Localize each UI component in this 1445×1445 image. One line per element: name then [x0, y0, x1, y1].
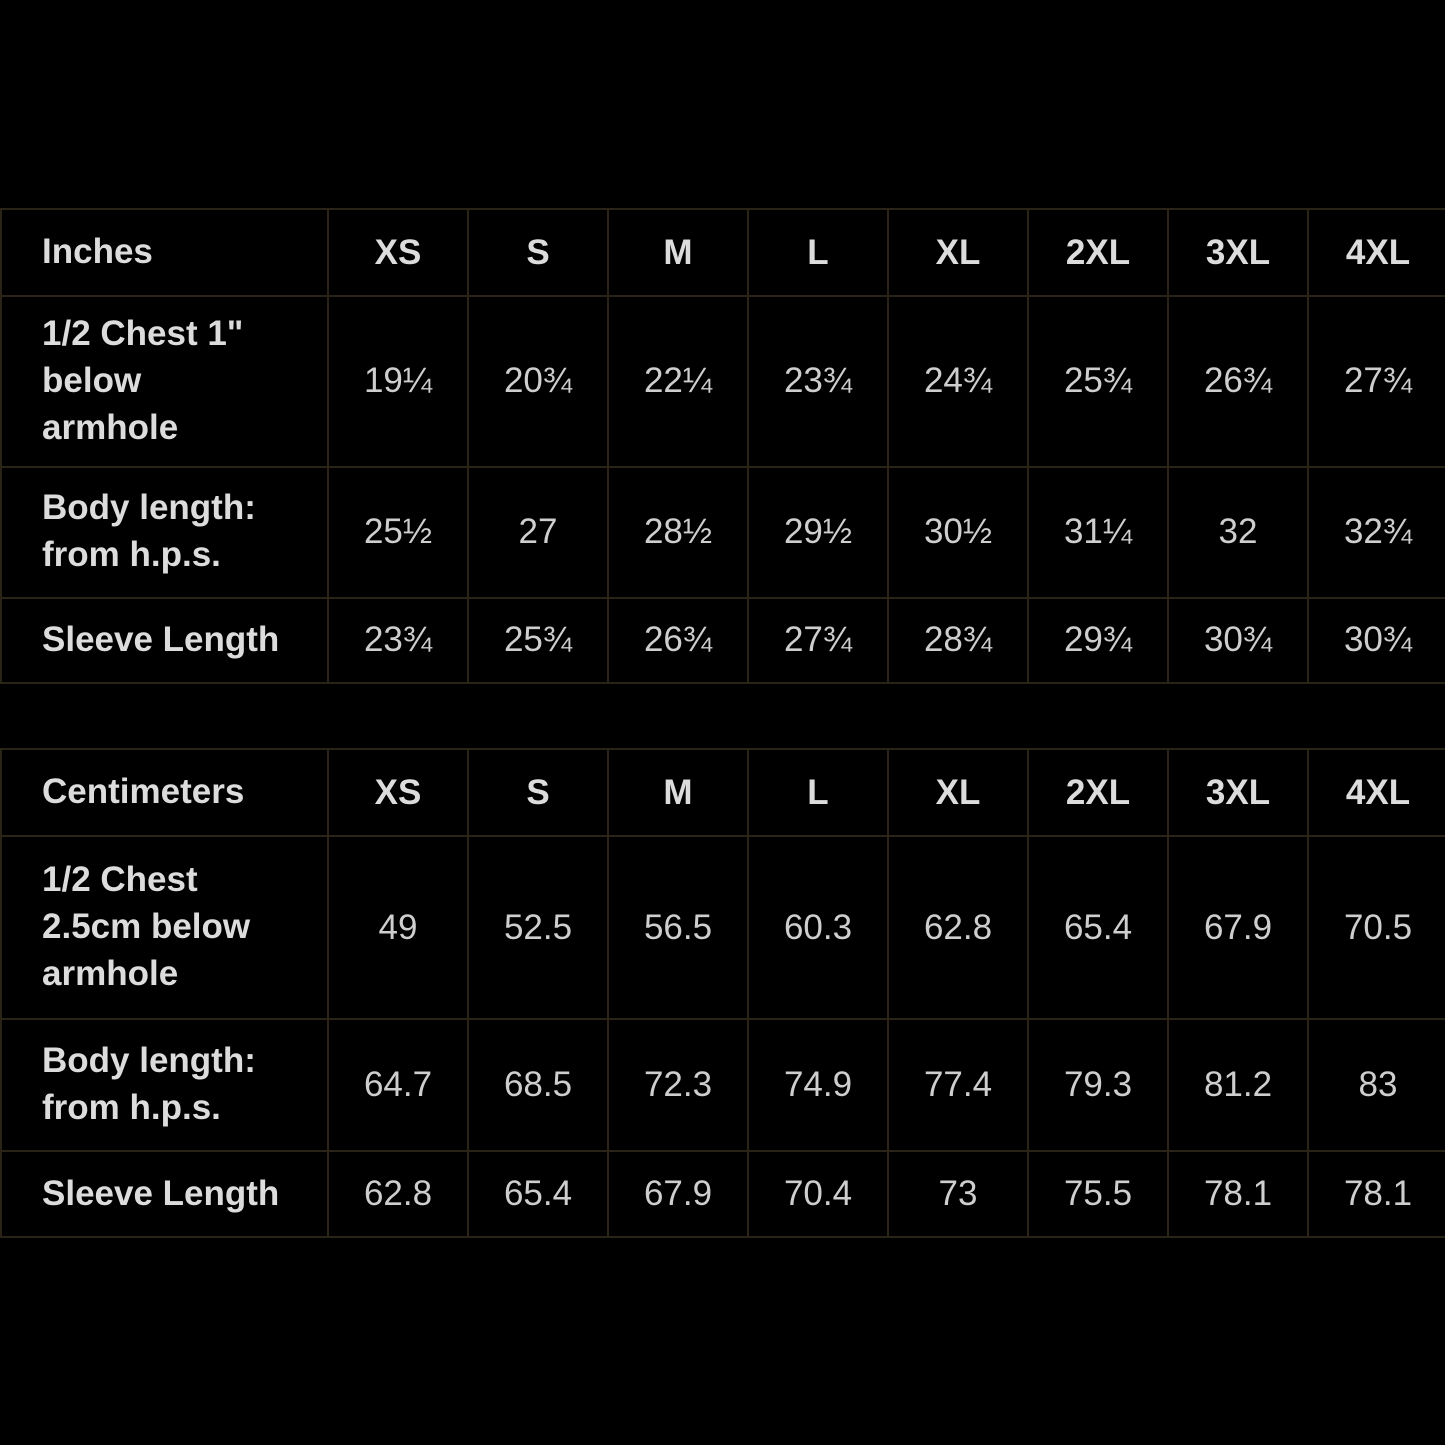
measurement-value: 26¾ — [1167, 295, 1309, 468]
measurement-value: 72.3 — [607, 1018, 749, 1152]
measurement-value: 56.5 — [607, 835, 749, 1020]
size-column-header: 2XL — [1027, 748, 1169, 837]
measurement-value: 65.4 — [467, 1150, 609, 1238]
measurement-value: 25¾ — [467, 596, 609, 684]
measurement-value: 29¾ — [1027, 596, 1169, 684]
unit-header: Inches — [0, 208, 329, 297]
size-column-header: S — [467, 748, 609, 837]
measurement-value: 25¾ — [1027, 295, 1169, 468]
measurement-value: 19¼ — [327, 295, 469, 468]
size-column-header: 2XL — [1027, 208, 1169, 297]
size-column-header: XS — [327, 208, 469, 297]
measurement-value: 64.7 — [327, 1018, 469, 1152]
size-column-header: XS — [327, 748, 469, 837]
measurement-label: Sleeve Length — [0, 596, 329, 684]
measurement-value: 62.8 — [887, 835, 1029, 1020]
measurement-value: 73 — [887, 1150, 1029, 1238]
measurement-value: 67.9 — [607, 1150, 749, 1238]
table-row: 1/2 Chest 2.5cm below armhole 49 52.5 56… — [0, 835, 1445, 1020]
measurement-value: 27¾ — [747, 596, 889, 684]
measurement-value: 77.4 — [887, 1018, 1029, 1152]
table-row: Sleeve Length 23¾ 25¾ 26¾ 27¾ 28¾ 29¾ 30… — [0, 596, 1445, 684]
unit-header: Centimeters — [0, 748, 329, 837]
measurement-value: 79.3 — [1027, 1018, 1169, 1152]
measurement-label: 1/2 Chest 1" below armhole — [0, 295, 329, 468]
measurement-value: 30¾ — [1307, 596, 1445, 684]
table-header-row: Centimeters XS S M L XL 2XL 3XL 4XL — [0, 748, 1445, 837]
size-column-header: 4XL — [1307, 208, 1445, 297]
size-column-header: 4XL — [1307, 748, 1445, 837]
table-row: 1/2 Chest 1" below armhole 19¼ 20¾ 22¼ 2… — [0, 295, 1445, 468]
measurement-value: 28¾ — [887, 596, 1029, 684]
size-column-header: 3XL — [1167, 208, 1309, 297]
inches-size-table: Inches XS S M L XL 2XL 3XL 4XL 1/2 Chest… — [0, 208, 1445, 684]
measurement-value: 67.9 — [1167, 835, 1309, 1020]
size-column-header: XL — [887, 748, 1029, 837]
measurement-value: 62.8 — [327, 1150, 469, 1238]
size-column-header: M — [607, 208, 749, 297]
measurement-value: 81.2 — [1167, 1018, 1309, 1152]
measurement-value: 20¾ — [467, 295, 609, 468]
size-column-header: 3XL — [1167, 748, 1309, 837]
measurement-value: 23¾ — [747, 295, 889, 468]
measurement-value: 29½ — [747, 465, 889, 599]
size-column-header: S — [467, 208, 609, 297]
measurement-value: 83 — [1307, 1018, 1445, 1152]
size-column-header: M — [607, 748, 749, 837]
measurement-value: 27¾ — [1307, 295, 1445, 468]
measurement-value: 70.4 — [747, 1150, 889, 1238]
measurement-value: 25½ — [327, 465, 469, 599]
measurement-value: 26¾ — [607, 596, 749, 684]
measurement-value: 74.9 — [747, 1018, 889, 1152]
table-row: Body length: from h.p.s. 64.7 68.5 72.3 … — [0, 1018, 1445, 1152]
measurement-value: 24¾ — [887, 295, 1029, 468]
table-row: Sleeve Length 62.8 65.4 67.9 70.4 73 75.… — [0, 1150, 1445, 1238]
measurement-value: 22¼ — [607, 295, 749, 468]
measurement-value: 23¾ — [327, 596, 469, 684]
measurement-value: 60.3 — [747, 835, 889, 1020]
measurement-label: Body length: from h.p.s. — [0, 1018, 329, 1152]
measurement-value: 78.1 — [1307, 1150, 1445, 1238]
table-header-row: Inches XS S M L XL 2XL 3XL 4XL — [0, 208, 1445, 297]
measurement-value: 68.5 — [467, 1018, 609, 1152]
measurement-value: 32¾ — [1307, 465, 1445, 599]
size-column-header: XL — [887, 208, 1029, 297]
measurement-value: 78.1 — [1167, 1150, 1309, 1238]
size-column-header: L — [747, 208, 889, 297]
measurement-label: Sleeve Length — [0, 1150, 329, 1238]
measurement-value: 32 — [1167, 465, 1309, 599]
measurement-value: 70.5 — [1307, 835, 1445, 1020]
measurement-value: 49 — [327, 835, 469, 1020]
measurement-value: 65.4 — [1027, 835, 1169, 1020]
table-row: Body length: from h.p.s. 25½ 27 28½ 29½ … — [0, 465, 1445, 599]
measurement-value: 30½ — [887, 465, 1029, 599]
measurement-value: 27 — [467, 465, 609, 599]
measurement-value: 28½ — [607, 465, 749, 599]
measurement-label: Body length: from h.p.s. — [0, 465, 329, 599]
measurement-value: 30¾ — [1167, 596, 1309, 684]
measurement-label: 1/2 Chest 2.5cm below armhole — [0, 835, 329, 1020]
size-column-header: L — [747, 748, 889, 837]
measurement-value: 31¼ — [1027, 465, 1169, 599]
measurement-value: 75.5 — [1027, 1150, 1169, 1238]
measurement-value: 52.5 — [467, 835, 609, 1020]
centimeters-size-table: Centimeters XS S M L XL 2XL 3XL 4XL 1/2 … — [0, 748, 1445, 1238]
